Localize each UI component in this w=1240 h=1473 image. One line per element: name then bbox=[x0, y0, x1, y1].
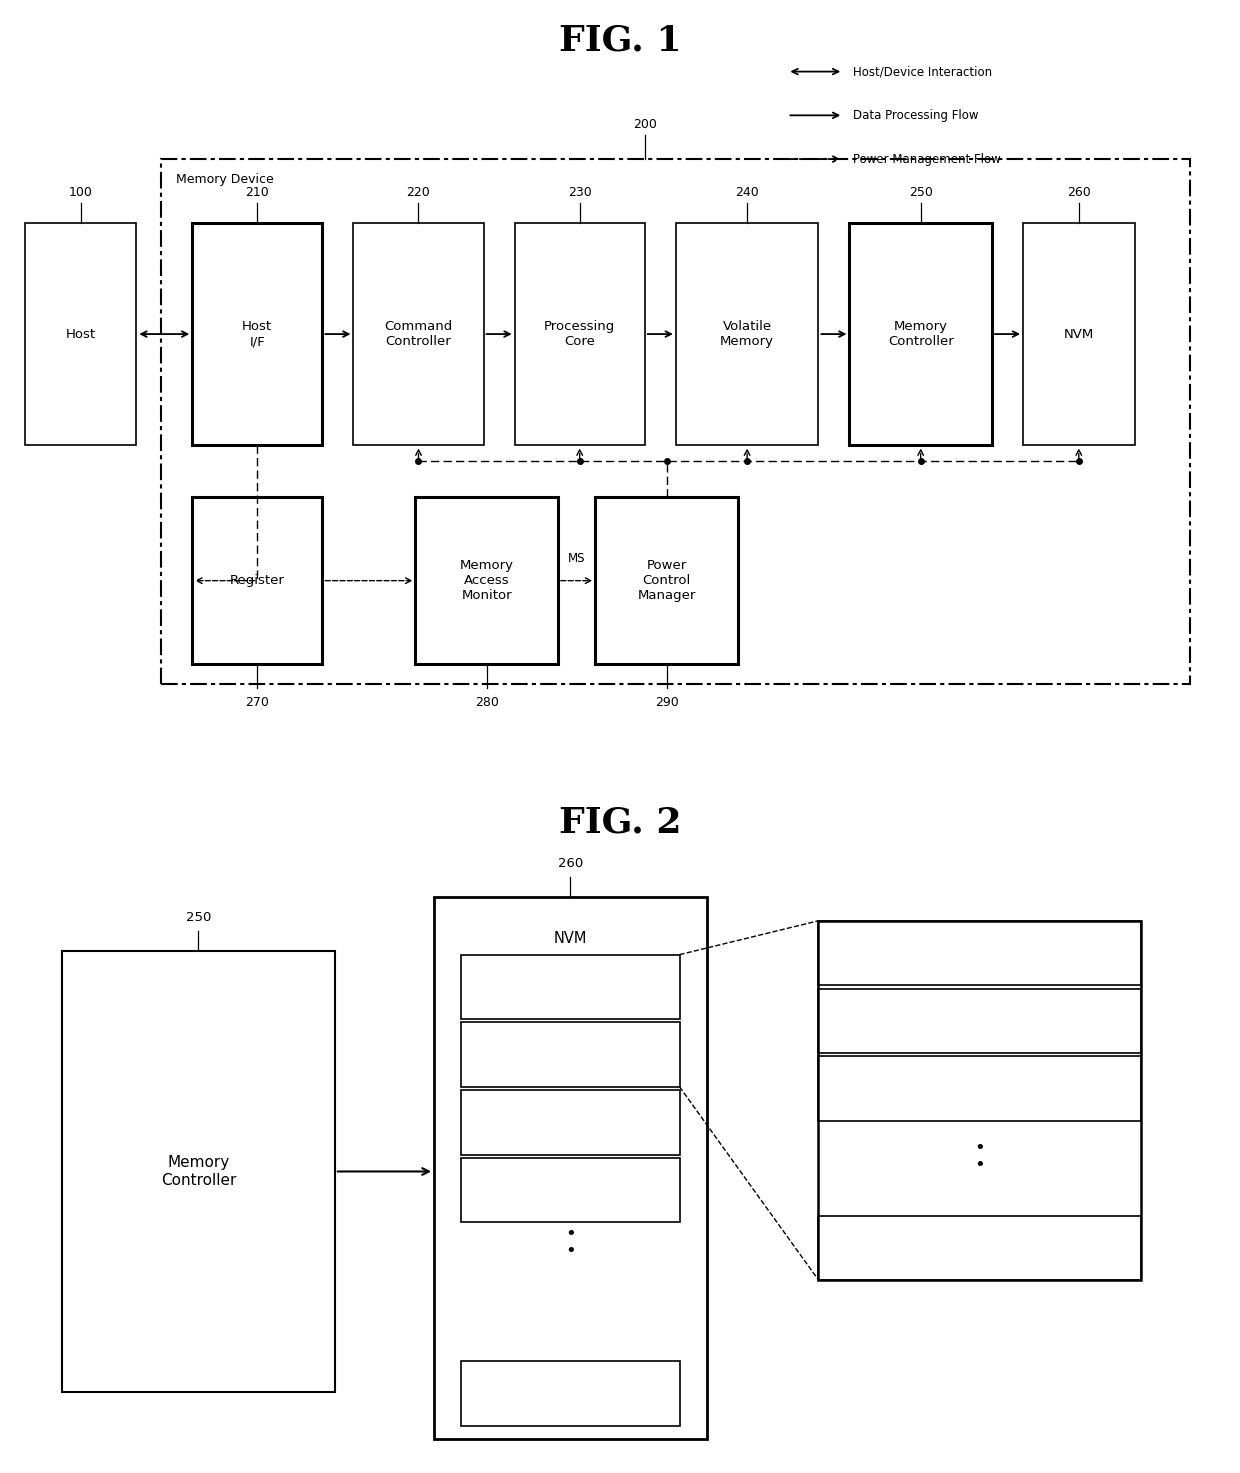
Text: 250: 250 bbox=[909, 186, 932, 199]
Text: Memory
Access
Monitor: Memory Access Monitor bbox=[460, 560, 513, 602]
FancyBboxPatch shape bbox=[434, 897, 707, 1439]
Text: NVM: NVM bbox=[554, 931, 587, 946]
Text: Page 1: Page 1 bbox=[957, 947, 1002, 959]
Text: 230: 230 bbox=[568, 186, 591, 199]
Text: Power
Control
Manager: Power Control Manager bbox=[637, 560, 696, 602]
Text: MS: MS bbox=[568, 552, 585, 564]
FancyBboxPatch shape bbox=[353, 222, 484, 445]
FancyBboxPatch shape bbox=[461, 1090, 680, 1155]
Text: FIG. 2: FIG. 2 bbox=[559, 806, 681, 840]
Text: FIG. 1: FIG. 1 bbox=[559, 24, 681, 57]
Text: Memory
Controller: Memory Controller bbox=[888, 320, 954, 348]
FancyBboxPatch shape bbox=[461, 955, 680, 1019]
Text: 270: 270 bbox=[246, 697, 269, 709]
Text: Data Processing Flow: Data Processing Flow bbox=[853, 109, 978, 122]
Text: Power Management Flow: Power Management Flow bbox=[853, 153, 1001, 165]
Text: Host: Host bbox=[66, 327, 95, 340]
Text: Page m: Page m bbox=[955, 1242, 1004, 1254]
Text: 220: 220 bbox=[407, 186, 430, 199]
FancyBboxPatch shape bbox=[161, 159, 1190, 683]
FancyBboxPatch shape bbox=[849, 222, 992, 445]
Text: Processing
Core: Processing Core bbox=[544, 320, 615, 348]
Text: 290: 290 bbox=[655, 697, 678, 709]
Text: Volatile
Memory: Volatile Memory bbox=[720, 320, 774, 348]
Text: BLK 4: BLK 4 bbox=[552, 1184, 589, 1196]
FancyBboxPatch shape bbox=[1023, 222, 1135, 445]
Text: 240: 240 bbox=[735, 186, 759, 199]
Text: BLK 1: BLK 1 bbox=[552, 981, 589, 993]
Text: 210: 210 bbox=[246, 186, 269, 199]
Text: Host
I/F: Host I/F bbox=[242, 320, 273, 348]
FancyBboxPatch shape bbox=[192, 498, 322, 664]
Text: •
•: • • bbox=[975, 1139, 985, 1174]
Text: •
•: • • bbox=[565, 1226, 575, 1259]
Text: Memory Device: Memory Device bbox=[176, 174, 274, 187]
Text: BLK 3: BLK 3 bbox=[552, 1117, 589, 1128]
Text: Host/Device Interaction: Host/Device Interaction bbox=[853, 65, 992, 78]
FancyBboxPatch shape bbox=[461, 1022, 680, 1087]
Text: BLK z: BLK z bbox=[552, 1388, 589, 1399]
FancyBboxPatch shape bbox=[818, 1215, 1141, 1280]
Text: Command
Controller: Command Controller bbox=[384, 320, 453, 348]
Text: NVM: NVM bbox=[1064, 327, 1094, 340]
Text: Page 3: Page 3 bbox=[957, 1083, 1002, 1094]
FancyBboxPatch shape bbox=[595, 498, 738, 664]
FancyBboxPatch shape bbox=[192, 222, 322, 445]
FancyBboxPatch shape bbox=[415, 498, 558, 664]
Text: Page 2: Page 2 bbox=[957, 1015, 1002, 1027]
FancyBboxPatch shape bbox=[676, 222, 818, 445]
Text: 250: 250 bbox=[186, 912, 211, 924]
FancyBboxPatch shape bbox=[25, 222, 136, 445]
FancyBboxPatch shape bbox=[818, 921, 1141, 985]
FancyBboxPatch shape bbox=[515, 222, 645, 445]
Text: 280: 280 bbox=[475, 697, 498, 709]
Text: 200: 200 bbox=[632, 118, 657, 131]
Text: 260: 260 bbox=[558, 857, 583, 871]
FancyBboxPatch shape bbox=[62, 952, 335, 1392]
FancyBboxPatch shape bbox=[461, 1361, 680, 1426]
Text: 260: 260 bbox=[1066, 186, 1091, 199]
FancyBboxPatch shape bbox=[818, 988, 1141, 1053]
FancyBboxPatch shape bbox=[461, 1158, 680, 1223]
FancyBboxPatch shape bbox=[818, 1056, 1141, 1121]
Text: Memory
Controller: Memory Controller bbox=[161, 1155, 236, 1187]
Text: 100: 100 bbox=[68, 186, 93, 199]
Text: Register: Register bbox=[229, 574, 285, 588]
Text: BLK 2: BLK 2 bbox=[552, 1049, 589, 1061]
